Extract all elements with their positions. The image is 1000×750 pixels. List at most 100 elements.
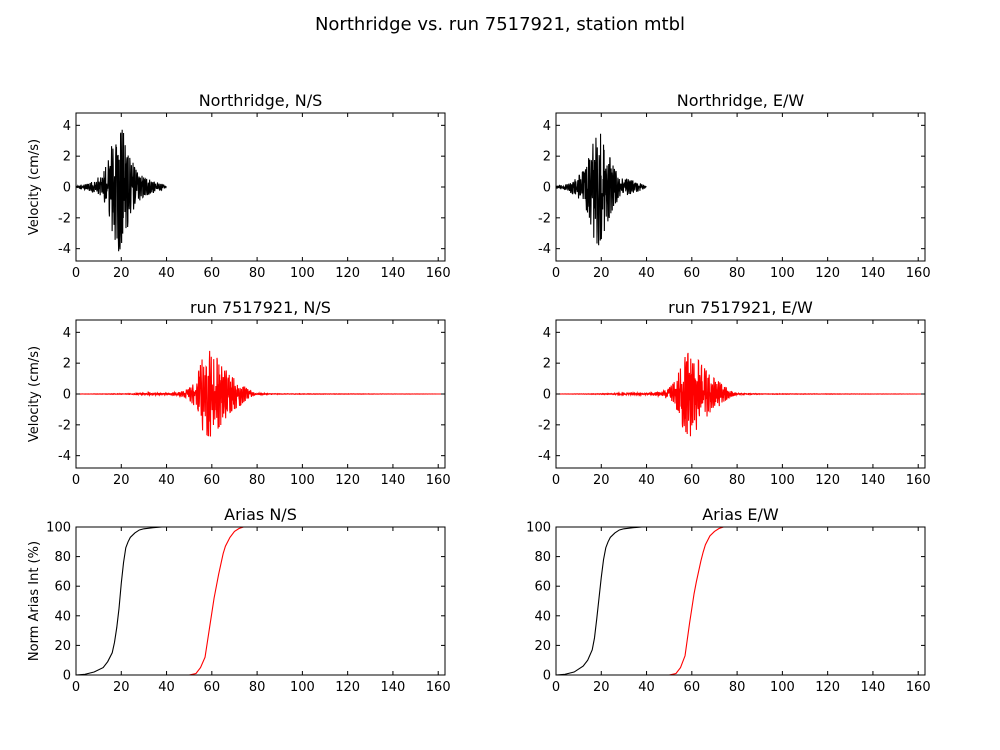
y-tick-label: 40 — [534, 609, 551, 624]
x-tick-label: 20 — [593, 473, 610, 488]
x-tick-label: 20 — [113, 680, 130, 695]
series-line-arias_ns-0 — [76, 527, 163, 675]
x-tick-label: 140 — [381, 473, 406, 488]
x-tick-label: 160 — [426, 680, 451, 695]
y-tick-label: -2 — [58, 418, 71, 433]
series-line-nr_ns-0 — [76, 129, 167, 252]
x-tick-label: 60 — [204, 266, 221, 281]
x-tick-label: 120 — [335, 266, 360, 281]
y-tick-label: 4 — [63, 119, 71, 134]
x-tick-label: 40 — [158, 266, 175, 281]
x-tick-label: 100 — [290, 266, 315, 281]
y-tick-label: 100 — [46, 521, 71, 536]
y-tick-label: -2 — [538, 211, 551, 226]
x-tick-label: 140 — [861, 680, 886, 695]
x-tick-label: 100 — [770, 473, 795, 488]
y-tick-label: 4 — [63, 326, 71, 341]
y-tick-label: 2 — [63, 150, 71, 165]
y-tick-label: 0 — [63, 669, 71, 684]
panel-arias_ns: 0 20 40 60 80 100 120 140 160 0 20 40 60 80 100 Arias N… — [27, 505, 451, 695]
y-tick-label: -4 — [538, 242, 551, 257]
x-tick-label: 140 — [381, 680, 406, 695]
x-tick-label: 140 — [381, 266, 406, 281]
x-tick-label: 40 — [638, 473, 655, 488]
y-tick-label: -4 — [58, 242, 71, 257]
x-tick-label: 160 — [426, 266, 451, 281]
x-tick-label: 80 — [249, 473, 266, 488]
x-tick-label: 120 — [815, 266, 840, 281]
x-tick-label: 100 — [770, 266, 795, 281]
x-tick-label: 40 — [158, 473, 175, 488]
figure-title: Northridge vs. run 7517921, station mtbl — [315, 14, 685, 35]
series-line-run_ew-0 — [556, 352, 925, 437]
x-tick-label: 80 — [249, 266, 266, 281]
y-tick-label: 0 — [543, 669, 551, 684]
panel-run_ns: 0 20 40 60 80 100 120 140 160 -4 -2 0 2 4 run 7517921,… — [27, 298, 451, 488]
y-tick-label: 20 — [54, 639, 71, 654]
x-tick-label: 100 — [290, 680, 315, 695]
x-tick-label: 20 — [113, 473, 130, 488]
series-line-arias_ns-1 — [76, 527, 445, 675]
x-tick-label: 80 — [729, 473, 746, 488]
y-tick-label: -2 — [58, 211, 71, 226]
panel-nr_ew: 0 20 40 60 80 100 120 140 160 -4 -2 0 2 4 Northridge, … — [538, 91, 931, 281]
panel-run_ew: 0 20 40 60 80 100 120 140 160 -4 -2 0 2 4 run 7517921,… — [538, 298, 931, 488]
x-tick-label: 20 — [113, 266, 130, 281]
x-tick-label: 80 — [249, 680, 266, 695]
y-axis-label: Norm Arias Int (%) — [27, 541, 42, 661]
y-tick-label: 40 — [54, 609, 71, 624]
x-tick-label: 120 — [335, 680, 360, 695]
subplot-title: run 7517921, E/W — [668, 298, 813, 317]
y-tick-label: 0 — [543, 388, 551, 403]
y-tick-label: 80 — [534, 550, 551, 565]
subplot-title: Northridge, N/S — [199, 91, 323, 110]
y-tick-label: 4 — [543, 326, 551, 341]
x-tick-label: 0 — [72, 473, 80, 488]
subplot-title: Arias E/W — [702, 505, 779, 524]
x-tick-label: 40 — [638, 680, 655, 695]
x-tick-label: 40 — [158, 680, 175, 695]
x-tick-label: 120 — [815, 680, 840, 695]
x-tick-label: 0 — [552, 680, 560, 695]
series-line-arias_ew-0 — [556, 527, 643, 675]
y-tick-label: 0 — [63, 181, 71, 196]
x-tick-label: 60 — [204, 680, 221, 695]
y-axis-label: Velocity (cm/s) — [27, 139, 42, 235]
x-tick-label: 160 — [426, 473, 451, 488]
x-tick-label: 60 — [204, 473, 221, 488]
y-tick-label: 2 — [543, 150, 551, 165]
axes-frame — [75, 526, 446, 676]
y-tick-label: 2 — [543, 357, 551, 372]
x-tick-label: 100 — [770, 680, 795, 695]
y-tick-label: -4 — [538, 449, 551, 464]
x-tick-label: 40 — [638, 266, 655, 281]
panel-arias_ew: 0 20 40 60 80 100 120 140 160 0 20 40 60 80 100 Arias E… — [526, 505, 930, 695]
x-tick-label: 160 — [906, 266, 931, 281]
x-tick-label: 0 — [72, 266, 80, 281]
y-tick-label: 100 — [526, 521, 551, 536]
x-tick-label: 160 — [906, 680, 931, 695]
x-tick-label: 20 — [593, 266, 610, 281]
x-tick-label: 20 — [593, 680, 610, 695]
subplot-title: run 7517921, N/S — [190, 298, 331, 317]
y-tick-label: 20 — [534, 639, 551, 654]
x-tick-label: 140 — [861, 473, 886, 488]
series-line-arias_ew-1 — [556, 527, 925, 675]
y-tick-label: 60 — [534, 580, 551, 595]
y-tick-label: -2 — [538, 418, 551, 433]
x-tick-label: 140 — [861, 266, 886, 281]
x-tick-label: 160 — [906, 473, 931, 488]
subplot-title: Arias N/S — [224, 505, 297, 524]
x-tick-label: 60 — [684, 266, 701, 281]
x-tick-label: 60 — [684, 680, 701, 695]
series-line-nr_ew-0 — [556, 133, 647, 246]
series-line-run_ns-0 — [76, 350, 445, 437]
y-tick-label: 80 — [54, 550, 71, 565]
axes-frame — [555, 526, 926, 676]
x-tick-label: 60 — [684, 473, 701, 488]
y-axis-label: Velocity (cm/s) — [27, 346, 42, 442]
y-tick-label: 4 — [543, 119, 551, 134]
y-tick-label: 0 — [63, 388, 71, 403]
x-tick-label: 0 — [552, 266, 560, 281]
